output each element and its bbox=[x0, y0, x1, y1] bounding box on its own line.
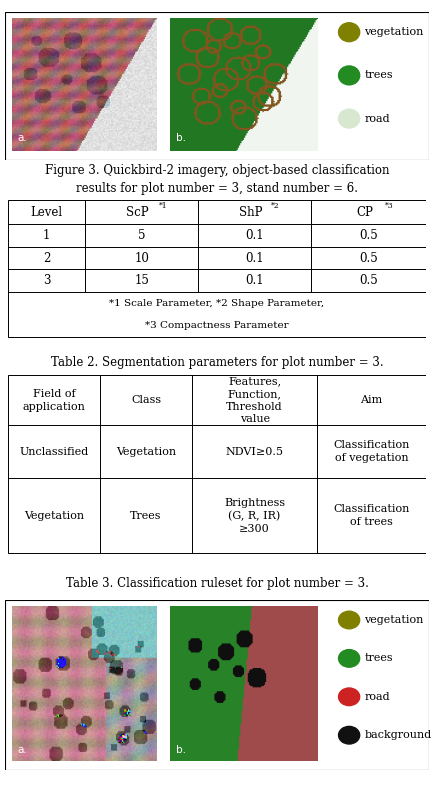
Text: Class: Class bbox=[131, 395, 161, 405]
Text: trees: trees bbox=[365, 653, 393, 664]
Text: 1: 1 bbox=[43, 229, 50, 242]
Ellipse shape bbox=[339, 109, 360, 128]
Ellipse shape bbox=[339, 649, 360, 667]
Text: Table 3. Classification ruleset for plot number = 3.: Table 3. Classification ruleset for plot… bbox=[66, 576, 368, 589]
Ellipse shape bbox=[339, 727, 360, 744]
Text: ShP: ShP bbox=[239, 206, 262, 218]
Text: *3: *3 bbox=[385, 202, 394, 210]
Ellipse shape bbox=[339, 688, 360, 706]
Text: *2: *2 bbox=[271, 202, 280, 210]
Text: background: background bbox=[365, 730, 432, 740]
Text: 0.1: 0.1 bbox=[245, 252, 264, 264]
Text: 0.1: 0.1 bbox=[245, 229, 264, 242]
Text: 0.5: 0.5 bbox=[359, 229, 378, 242]
Text: *1: *1 bbox=[158, 202, 167, 210]
Text: 0.1: 0.1 bbox=[245, 274, 264, 287]
Text: Vegetation: Vegetation bbox=[24, 511, 84, 521]
FancyBboxPatch shape bbox=[5, 12, 429, 160]
Text: 2: 2 bbox=[43, 252, 50, 264]
Text: *1 Scale Parameter, *2 Shape Parameter,: *1 Scale Parameter, *2 Shape Parameter, bbox=[109, 299, 325, 308]
Text: Level: Level bbox=[31, 206, 63, 218]
Text: 0.5: 0.5 bbox=[359, 252, 378, 264]
Text: Classification
of vegetation: Classification of vegetation bbox=[333, 441, 410, 463]
Text: Unclassified: Unclassified bbox=[20, 447, 89, 457]
Ellipse shape bbox=[339, 66, 360, 85]
Text: Features,
Function,
Threshold
value: Features, Function, Threshold value bbox=[226, 376, 283, 425]
Text: Aim: Aim bbox=[361, 395, 383, 405]
Text: 10: 10 bbox=[134, 252, 149, 264]
Text: vegetation: vegetation bbox=[365, 615, 424, 625]
Text: Field of
application: Field of application bbox=[23, 389, 85, 411]
Text: 15: 15 bbox=[134, 274, 149, 287]
Text: 3: 3 bbox=[43, 274, 50, 287]
Text: 5: 5 bbox=[138, 229, 145, 242]
Text: Trees: Trees bbox=[130, 511, 162, 521]
Text: trees: trees bbox=[365, 71, 393, 80]
Text: road: road bbox=[365, 692, 390, 702]
Text: *3 Compactness Parameter: *3 Compactness Parameter bbox=[145, 321, 289, 330]
Text: Vegetation: Vegetation bbox=[116, 447, 176, 457]
Text: Brightness
(G, R, IR)
≥300: Brightness (G, R, IR) ≥300 bbox=[224, 498, 285, 534]
Text: b.: b. bbox=[176, 133, 186, 143]
Ellipse shape bbox=[339, 23, 360, 41]
Text: b.: b. bbox=[176, 745, 186, 755]
Text: vegetation: vegetation bbox=[365, 27, 424, 37]
FancyBboxPatch shape bbox=[8, 200, 426, 337]
FancyBboxPatch shape bbox=[8, 375, 426, 553]
Text: a.: a. bbox=[18, 745, 27, 755]
Text: ScP: ScP bbox=[126, 206, 149, 218]
Text: a.: a. bbox=[18, 133, 27, 143]
FancyBboxPatch shape bbox=[5, 600, 429, 770]
Text: 0.5: 0.5 bbox=[359, 274, 378, 287]
Text: Table 2. Segmentation parameters for plot number = 3.: Table 2. Segmentation parameters for plo… bbox=[51, 356, 383, 368]
Text: NDVI≥0.5: NDVI≥0.5 bbox=[226, 447, 284, 457]
Ellipse shape bbox=[339, 611, 360, 629]
Text: Figure 3. Quickbird-2 imagery, object-based classification
results for plot numb: Figure 3. Quickbird-2 imagery, object-ba… bbox=[45, 164, 389, 195]
Text: road: road bbox=[365, 114, 390, 124]
Text: Classification
of trees: Classification of trees bbox=[333, 504, 410, 527]
Text: CP: CP bbox=[356, 206, 373, 218]
